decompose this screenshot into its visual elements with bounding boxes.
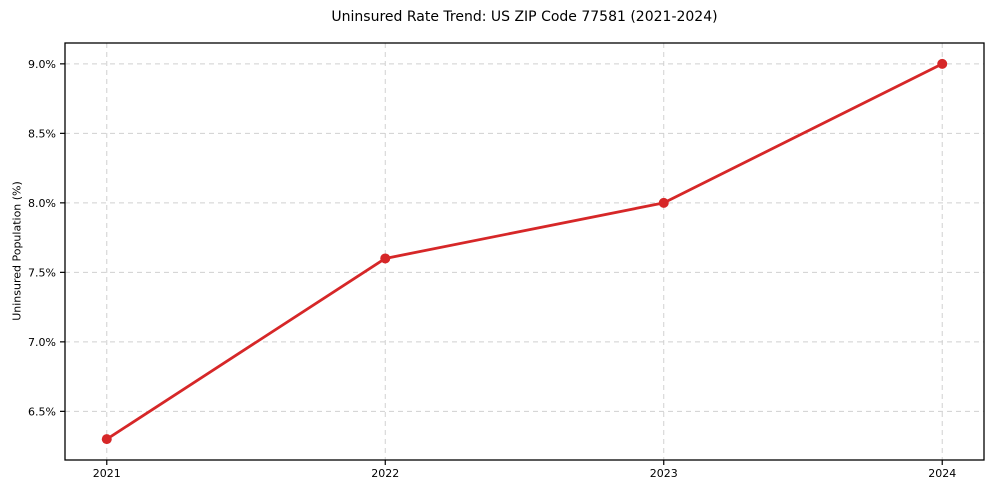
data-point-marker: [380, 253, 391, 264]
x-tick-label: 2022: [371, 467, 399, 480]
x-tick-label: 2021: [93, 467, 121, 480]
y-tick-label: 8.0%: [28, 197, 56, 210]
y-tick-label: 9.0%: [28, 58, 56, 71]
chart-title: Uninsured Rate Trend: US ZIP Code 77581 …: [331, 9, 718, 25]
trend-line: [105, 62, 944, 441]
x-tick-label: 2023: [650, 467, 678, 480]
plot-border: [64, 42, 985, 461]
y-tick-label: 8.5%: [28, 127, 56, 140]
data-point-marker: [101, 434, 112, 445]
y-tick-label: 7.5%: [28, 266, 56, 279]
y-tick-label: 6.5%: [28, 405, 56, 418]
x-tick-label: 2024: [928, 467, 956, 480]
data-point-marker: [658, 197, 669, 208]
y-tick-label: 7.0%: [28, 336, 56, 349]
data-point-marker: [937, 58, 948, 69]
